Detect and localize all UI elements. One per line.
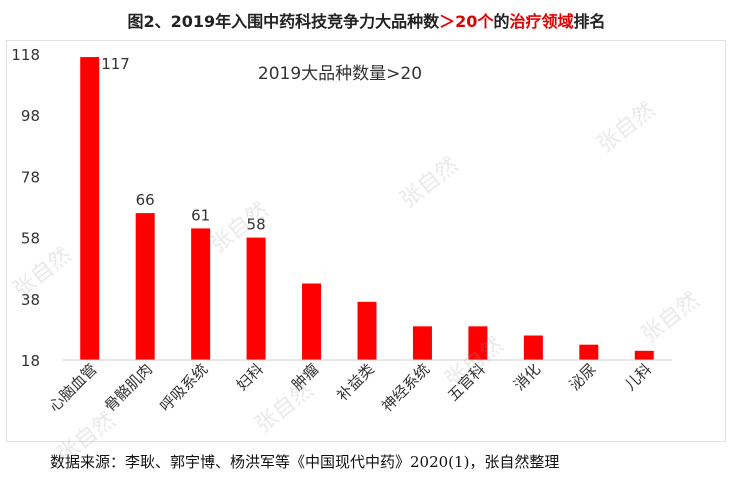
x-tick-label: 妇科	[233, 360, 267, 394]
bar	[191, 228, 211, 360]
source-note: 数据来源：李耿、郭宇博、杨洪军等《中国现代中药》2020(1)，张自然整理	[50, 453, 560, 471]
bar	[412, 326, 432, 360]
bars	[80, 57, 654, 361]
chart-frame	[6, 40, 726, 442]
x-tick-label: 消化	[510, 360, 544, 394]
x-tick-label: 补益类	[333, 360, 378, 405]
data-label: 61	[191, 206, 210, 224]
bar	[246, 237, 266, 360]
page-title: 图2、2019年入围中药科技竞争力大品种数＞20个的治疗领域排名	[0, 8, 733, 32]
bar	[634, 350, 654, 360]
title-part-5: 排名	[573, 12, 606, 31]
title-part-4: 治疗领域	[509, 12, 574, 31]
bar	[468, 326, 488, 360]
x-tick-label: 骨骼肌肉	[101, 360, 156, 415]
x-tick-label: 五官科	[444, 360, 489, 405]
title-part-1: 图2、2019年入围中药科技竞争力大品种数	[127, 12, 440, 31]
data-label: 58	[247, 216, 266, 234]
x-tick-label: 心脑血管	[45, 360, 100, 415]
bar	[80, 57, 100, 361]
x-tick-label: 神经系统	[378, 360, 433, 415]
title-part-3: 的	[493, 12, 510, 31]
y-tick-label: 38	[21, 291, 40, 309]
data-label: 66	[136, 191, 155, 209]
x-tick-label: 呼吸系统	[156, 360, 211, 415]
bar	[135, 213, 155, 360]
x-axis-ticks: 心脑血管 骨骼肌肉 呼吸系统 妇科 肿瘤 补益类 神经系统 五官科 消化 泌尿 儿科	[45, 360, 655, 415]
y-tick-label: 98	[21, 107, 40, 125]
data-label: 117	[101, 55, 130, 73]
y-tick-label: 18	[21, 352, 40, 370]
bar	[357, 301, 377, 360]
x-tick-label: 泌尿	[566, 360, 600, 394]
x-tick-label: 儿科	[621, 360, 655, 394]
y-axis-ticks: 118 98 78 58 38 18	[11, 46, 40, 370]
y-tick-label: 78	[21, 168, 40, 186]
data-labels: 117 66 61 58	[101, 55, 265, 234]
y-tick-label: 118	[11, 46, 40, 64]
title-part-2: ＞20个	[439, 12, 494, 31]
bar	[579, 344, 599, 360]
chart-title: 2019大品种数量>20	[258, 64, 422, 84]
bar	[523, 335, 543, 360]
bar	[302, 283, 322, 360]
y-tick-label: 58	[21, 230, 40, 248]
x-tick-label: 肿瘤	[288, 360, 322, 394]
